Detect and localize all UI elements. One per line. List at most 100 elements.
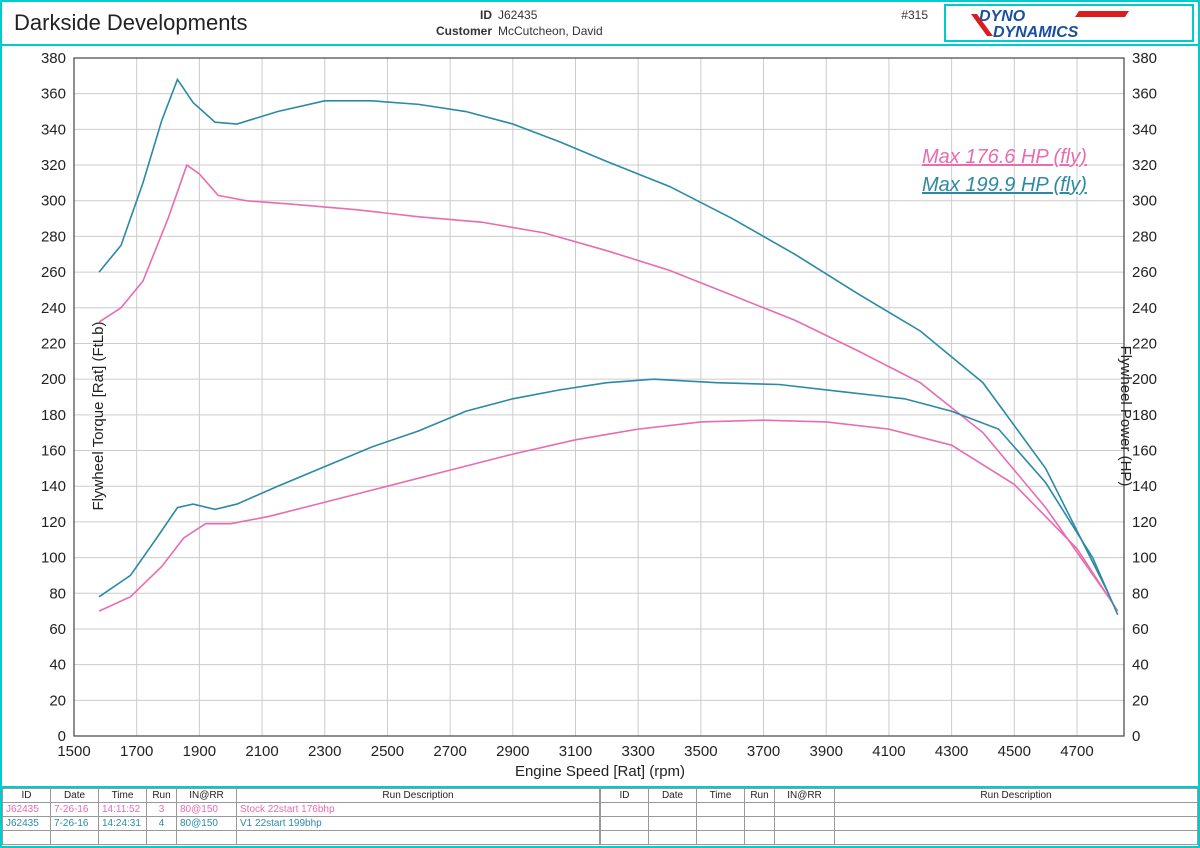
xtick: 1700 xyxy=(120,743,153,760)
cell xyxy=(835,817,1198,831)
ytick-left: 240 xyxy=(41,300,66,317)
cell xyxy=(775,803,835,817)
xtick: 4300 xyxy=(935,743,968,760)
cell xyxy=(177,831,237,845)
xtick: 1500 xyxy=(57,743,90,760)
xtick: 4100 xyxy=(872,743,905,760)
ytick-left: 200 xyxy=(41,371,66,388)
col-header: Run Description xyxy=(237,789,600,803)
cell xyxy=(697,817,745,831)
customer-value: McCutcheon, David xyxy=(498,24,603,38)
ytick-left: 340 xyxy=(41,121,66,138)
cell xyxy=(835,831,1198,845)
logo-top: DYNO xyxy=(979,8,1026,25)
ytick-left: 140 xyxy=(41,478,66,495)
col-header: Date xyxy=(51,789,99,803)
col-header: Date xyxy=(649,789,697,803)
table-row xyxy=(601,831,1198,845)
ytick-left: 20 xyxy=(49,692,66,709)
cell xyxy=(745,817,775,831)
xtick: 2300 xyxy=(308,743,341,760)
ytick-right: 260 xyxy=(1132,264,1157,281)
ytick-right: 180 xyxy=(1132,407,1157,424)
cell xyxy=(147,831,177,845)
cell xyxy=(649,831,697,845)
cell xyxy=(697,831,745,845)
ytick-left: 260 xyxy=(41,264,66,281)
ytick-right: 280 xyxy=(1132,228,1157,245)
ytick-left: 80 xyxy=(49,585,66,602)
xtick: 2500 xyxy=(371,743,404,760)
table-left: IDDateTimeRunIN@RRRun DescriptionJ624357… xyxy=(2,788,600,846)
cell xyxy=(601,803,649,817)
table-right: IDDateTimeRunIN@RRRun Description xyxy=(600,788,1198,846)
col-header: Run xyxy=(147,789,177,803)
table-row: J624357-26-1614:24:31480@150V1 22start 1… xyxy=(3,817,600,831)
col-header: ID xyxy=(3,789,51,803)
cell: Stock 22start 176bhp xyxy=(237,803,600,817)
cell xyxy=(835,803,1198,817)
ytick-left: 100 xyxy=(41,550,66,567)
xtick: 1900 xyxy=(183,743,216,760)
xtick: 4700 xyxy=(1060,743,1093,760)
logo-bottom: DYNAMICS xyxy=(993,24,1079,40)
cell xyxy=(99,831,147,845)
ytick-left: 380 xyxy=(41,50,66,67)
cell: J62435 xyxy=(3,803,51,817)
cell xyxy=(745,831,775,845)
ytick-right: 160 xyxy=(1132,443,1157,460)
xtick: 3900 xyxy=(810,743,843,760)
col-header: Run Description xyxy=(835,789,1198,803)
cell: 80@150 xyxy=(177,817,237,831)
xtick: 3500 xyxy=(684,743,717,760)
cell xyxy=(649,803,697,817)
ytick-left: 40 xyxy=(49,657,66,674)
ytick-right: 360 xyxy=(1132,86,1157,103)
annotation: Max 176.6 HP (fly) xyxy=(922,146,1087,169)
cell: 14:11:52 xyxy=(99,803,147,817)
ytick-right: 80 xyxy=(1132,585,1149,602)
ytick-left: 300 xyxy=(41,193,66,210)
cell xyxy=(51,831,99,845)
ytick-right: 240 xyxy=(1132,300,1157,317)
xtick: 3100 xyxy=(559,743,592,760)
xtick: 2900 xyxy=(496,743,529,760)
ytick-right: 140 xyxy=(1132,478,1157,495)
ytick-right: 320 xyxy=(1132,157,1157,174)
ytick-right: 340 xyxy=(1132,121,1157,138)
col-header: Run xyxy=(745,789,775,803)
annotation: Max 199.9 HP (fly) xyxy=(922,174,1087,197)
ytick-right: 60 xyxy=(1132,621,1149,638)
ytick-left: 180 xyxy=(41,407,66,424)
ytick-right: 40 xyxy=(1132,657,1149,674)
cell xyxy=(601,817,649,831)
ytick-left: 120 xyxy=(41,514,66,531)
ytick-right: 380 xyxy=(1132,50,1157,67)
cell xyxy=(697,803,745,817)
table-row xyxy=(601,817,1198,831)
ytick-left: 60 xyxy=(49,621,66,638)
xtick: 3700 xyxy=(747,743,780,760)
xtick: 4500 xyxy=(998,743,1031,760)
ytick-left: 320 xyxy=(41,157,66,174)
run-number: #315 xyxy=(901,8,928,22)
xtick: 2100 xyxy=(245,743,278,760)
col-header: IN@RR xyxy=(177,789,237,803)
x-label: Engine Speed [Rat] (rpm) xyxy=(515,763,685,780)
ytick-left: 160 xyxy=(41,443,66,460)
cell xyxy=(775,817,835,831)
cell xyxy=(745,803,775,817)
col-header: Time xyxy=(697,789,745,803)
cell: 4 xyxy=(147,817,177,831)
chart-region: 0020204040606080801001001201201401401601… xyxy=(2,46,1198,786)
ytick-right: 200 xyxy=(1132,371,1157,388)
ytick-right: 100 xyxy=(1132,550,1157,567)
cell: 14:24:31 xyxy=(99,817,147,831)
ytick-left: 280 xyxy=(41,228,66,245)
cell xyxy=(3,831,51,845)
col-header: ID xyxy=(601,789,649,803)
cell: J62435 xyxy=(3,817,51,831)
cell: 3 xyxy=(147,803,177,817)
y-right-label: Flywheel Power (HP) xyxy=(1117,346,1134,487)
cell xyxy=(775,831,835,845)
